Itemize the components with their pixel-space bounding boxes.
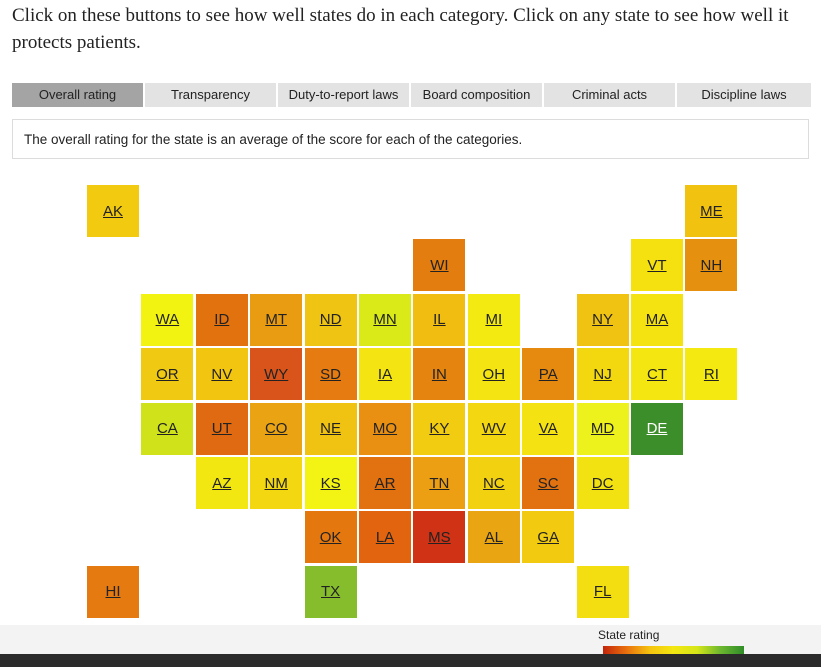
state-tile-ut[interactable]: UT [195, 402, 248, 455]
state-tile-mi[interactable]: MI [467, 293, 520, 346]
state-tile-md[interactable]: MD [576, 402, 629, 455]
state-tile-al[interactable]: AL [467, 511, 520, 564]
intro-text: Click on these buttons to see how well s… [12, 5, 789, 53]
state-tile-co[interactable]: CO [250, 402, 303, 455]
state-tile-ok[interactable]: OK [304, 511, 357, 564]
tab-discipline-laws[interactable]: Discipline laws [677, 83, 811, 107]
state-tile-sd[interactable]: SD [304, 348, 357, 401]
state-tile-ct[interactable]: CT [631, 348, 683, 401]
state-tile-fl[interactable]: FL [576, 565, 629, 618]
tab-overall-rating[interactable]: Overall rating [12, 83, 143, 107]
tab-board-composition[interactable]: Board composition [411, 83, 542, 107]
state-tile-nm[interactable]: NM [250, 457, 303, 509]
browser-bottom-bar [0, 654, 821, 667]
state-tile-id[interactable]: ID [195, 293, 248, 346]
state-tile-ms[interactable]: MS [413, 511, 466, 564]
state-tile-hi[interactable]: HI [87, 565, 139, 618]
state-tile-ga[interactable]: GA [522, 511, 575, 564]
state-tile-wa[interactable]: WA [141, 293, 194, 346]
state-tile-wv[interactable]: WV [467, 402, 520, 455]
state-tile-mn[interactable]: MN [359, 293, 411, 346]
state-tile-mo[interactable]: MO [359, 402, 411, 455]
state-tile-nv[interactable]: NV [195, 348, 248, 401]
state-tile-ky[interactable]: KY [413, 402, 466, 455]
state-tile-ne[interactable]: NE [304, 402, 357, 455]
state-tile-ma[interactable]: MA [631, 293, 683, 346]
category-description: The overall rating for the state is an a… [12, 119, 809, 159]
state-tile-tn[interactable]: TN [413, 457, 466, 509]
state-tile-nh[interactable]: NH [685, 239, 738, 292]
tab-criminal-acts[interactable]: Criminal acts [544, 83, 675, 107]
state-tile-sc[interactable]: SC [522, 457, 575, 509]
state-tile-ia[interactable]: IA [359, 348, 411, 401]
state-tile-la[interactable]: LA [359, 511, 411, 564]
state-tile-ri[interactable]: RI [685, 348, 738, 401]
state-tile-va[interactable]: VA [522, 402, 575, 455]
state-tile-nj[interactable]: NJ [576, 348, 629, 401]
state-tile-dc[interactable]: DC [576, 457, 629, 509]
state-tile-wy[interactable]: WY [250, 348, 303, 401]
state-tile-wi[interactable]: WI [413, 239, 466, 292]
state-tile-ny[interactable]: NY [576, 293, 629, 346]
state-tile-de[interactable]: DE [631, 402, 683, 455]
state-tile-ks[interactable]: KS [304, 457, 357, 509]
state-tile-oh[interactable]: OH [467, 348, 520, 401]
state-tile-tx[interactable]: TX [304, 565, 357, 618]
category-tabs: Overall rating Transparency Duty-to-repo… [12, 83, 811, 107]
tab-duty-to-report-laws[interactable]: Duty-to-report laws [278, 83, 409, 107]
state-tile-nd[interactable]: ND [304, 293, 357, 346]
state-tile-mt[interactable]: MT [250, 293, 303, 346]
legend-gradient [603, 646, 744, 654]
state-tile-nc[interactable]: NC [467, 457, 520, 509]
state-tile-vt[interactable]: VT [631, 239, 683, 292]
state-tile-ak[interactable]: AK [87, 185, 139, 237]
state-tile-il[interactable]: IL [413, 293, 466, 346]
state-tile-or[interactable]: OR [141, 348, 194, 401]
legend-title: State rating [598, 628, 660, 642]
state-tile-pa[interactable]: PA [522, 348, 575, 401]
state-tile-in[interactable]: IN [413, 348, 466, 401]
state-tile-az[interactable]: AZ [195, 457, 248, 509]
tab-transparency[interactable]: Transparency [145, 83, 276, 107]
state-tile-me[interactable]: ME [685, 185, 738, 237]
state-tile-ca[interactable]: CA [141, 402, 194, 455]
state-tile-ar[interactable]: AR [359, 457, 411, 509]
